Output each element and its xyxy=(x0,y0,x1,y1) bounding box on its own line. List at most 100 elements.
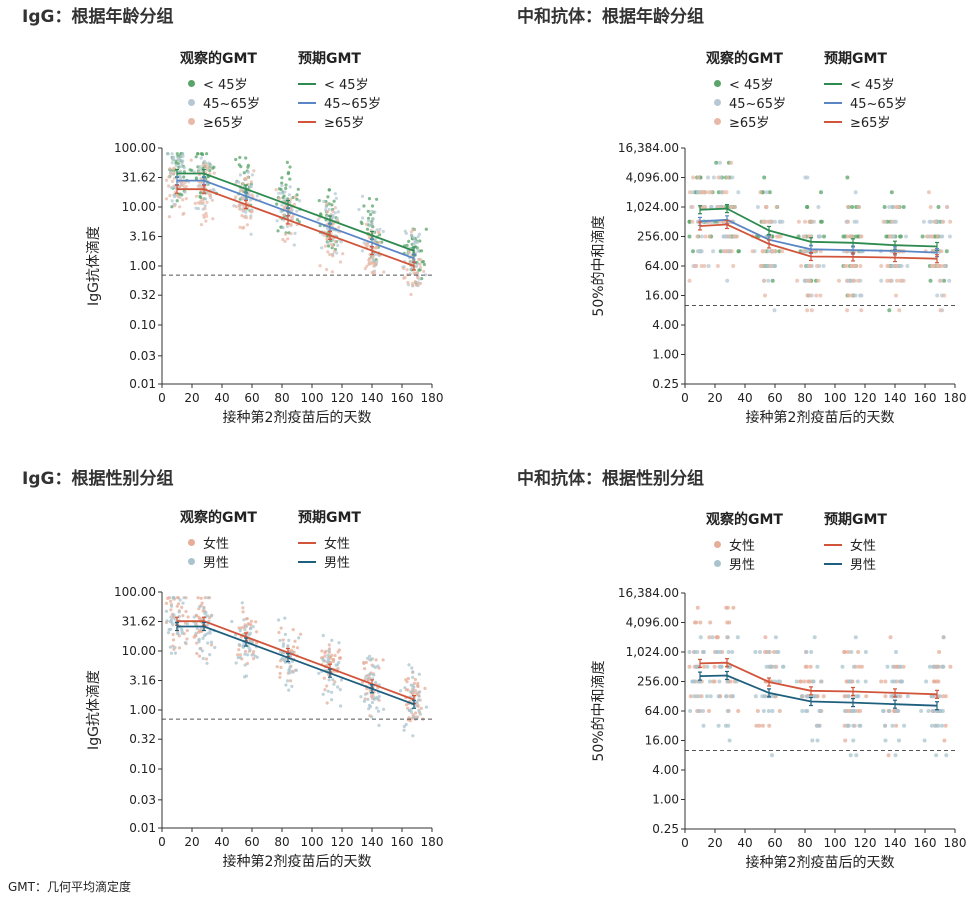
observed-point xyxy=(289,197,293,201)
error-bar xyxy=(725,658,729,668)
observed-point xyxy=(249,619,253,623)
observed-point xyxy=(331,678,335,682)
observed-point xyxy=(719,664,724,669)
observed-point xyxy=(886,753,891,758)
observed-point xyxy=(359,220,363,224)
observed-point xyxy=(371,225,375,229)
observed-point xyxy=(281,642,286,646)
observed-point xyxy=(367,216,371,220)
chart-svg: 0.01 0.03 0.10 0.32 1.00 3.16 10.00 31.62 100.00… xyxy=(85,141,443,426)
observed-point xyxy=(323,208,328,212)
observed-point xyxy=(859,308,864,313)
observed-point xyxy=(406,273,410,277)
x-tick-label: 100 xyxy=(824,391,847,405)
y-tick-label: 1.00 xyxy=(129,703,156,717)
observed-point xyxy=(937,278,942,283)
observed-point xyxy=(695,605,700,610)
observed-point xyxy=(698,635,703,640)
y-tick-label: 16.00 xyxy=(645,289,679,303)
observed-point xyxy=(173,645,177,650)
observed-point xyxy=(364,222,368,226)
panel-title: IgG：根据年龄分组 xyxy=(22,7,174,27)
observed-point xyxy=(239,626,243,630)
error-bar xyxy=(698,658,702,668)
observed-point xyxy=(288,185,292,189)
observed-point xyxy=(417,694,421,698)
observed-point xyxy=(209,164,213,168)
observed-point xyxy=(382,270,386,274)
observed-point xyxy=(297,220,301,224)
y-tick-label: 0.10 xyxy=(129,762,156,776)
observed-point xyxy=(764,664,769,669)
observed-point xyxy=(753,694,758,699)
observed-point xyxy=(696,694,701,699)
observed-point xyxy=(690,205,695,209)
observed-point xyxy=(424,273,428,277)
observed-point xyxy=(326,195,330,199)
y-tick-label: 31.62 xyxy=(122,615,156,629)
observed-point xyxy=(238,207,242,211)
observed-point xyxy=(282,205,286,209)
observed-point xyxy=(382,707,386,711)
observed-point xyxy=(935,293,940,298)
observed-point xyxy=(814,264,819,268)
observed-point xyxy=(172,158,176,162)
observed-point xyxy=(252,650,256,654)
observed-point xyxy=(249,184,253,188)
observed-point xyxy=(897,308,902,313)
observed-point xyxy=(179,169,183,173)
observed-point xyxy=(372,696,376,700)
observed-point xyxy=(327,678,331,682)
error-bar xyxy=(767,677,771,687)
observed-point xyxy=(944,753,949,758)
x-axis-label: 接种第2剂疫苗后的天数 xyxy=(223,409,372,426)
observed-point xyxy=(937,650,942,654)
observed-point xyxy=(851,278,856,283)
observed-point xyxy=(201,656,205,661)
observed-point xyxy=(859,234,864,239)
error-bar xyxy=(893,688,897,698)
observed-point xyxy=(810,219,815,224)
observed-point xyxy=(896,709,901,713)
observed-point xyxy=(807,219,812,224)
x-tick-label: 60 xyxy=(767,836,782,850)
observed-point xyxy=(378,227,382,231)
observed-point xyxy=(940,694,945,699)
observed-point xyxy=(926,709,931,713)
observed-point xyxy=(845,278,850,283)
observed-point xyxy=(316,218,320,222)
observed-point xyxy=(234,157,238,162)
observed-point xyxy=(863,650,868,654)
observed-point xyxy=(761,709,766,713)
observed-point xyxy=(885,278,890,283)
observed-point xyxy=(281,644,285,648)
observed-point xyxy=(291,645,296,649)
observed-point xyxy=(889,219,894,224)
observed-point xyxy=(412,236,416,240)
observed-point xyxy=(766,278,771,283)
observed-point xyxy=(762,278,767,283)
observed-point xyxy=(323,651,327,655)
observed-point xyxy=(327,659,331,663)
observed-point xyxy=(851,738,856,743)
x-tick-label: 140 xyxy=(884,836,907,850)
observed-point xyxy=(809,650,814,654)
observed-point xyxy=(297,636,301,640)
observed-point xyxy=(175,604,179,608)
observed-point xyxy=(889,190,894,195)
observed-point xyxy=(707,635,712,640)
footnote: GMT：几何平均滴定度 xyxy=(8,880,131,894)
observed-point xyxy=(178,176,183,180)
observed-point xyxy=(715,205,720,209)
observed-point xyxy=(230,619,234,624)
x-tick-label: 80 xyxy=(797,391,812,405)
legend-expected-item: < 45岁 xyxy=(824,74,895,93)
observed-point xyxy=(194,631,198,635)
observed-point xyxy=(209,640,214,644)
observed-point xyxy=(185,622,190,626)
observed-point xyxy=(718,650,723,654)
observed-point xyxy=(764,264,769,268)
observed-point xyxy=(411,734,415,738)
x-tick-label: 120 xyxy=(331,835,354,849)
observed-point xyxy=(288,165,292,169)
